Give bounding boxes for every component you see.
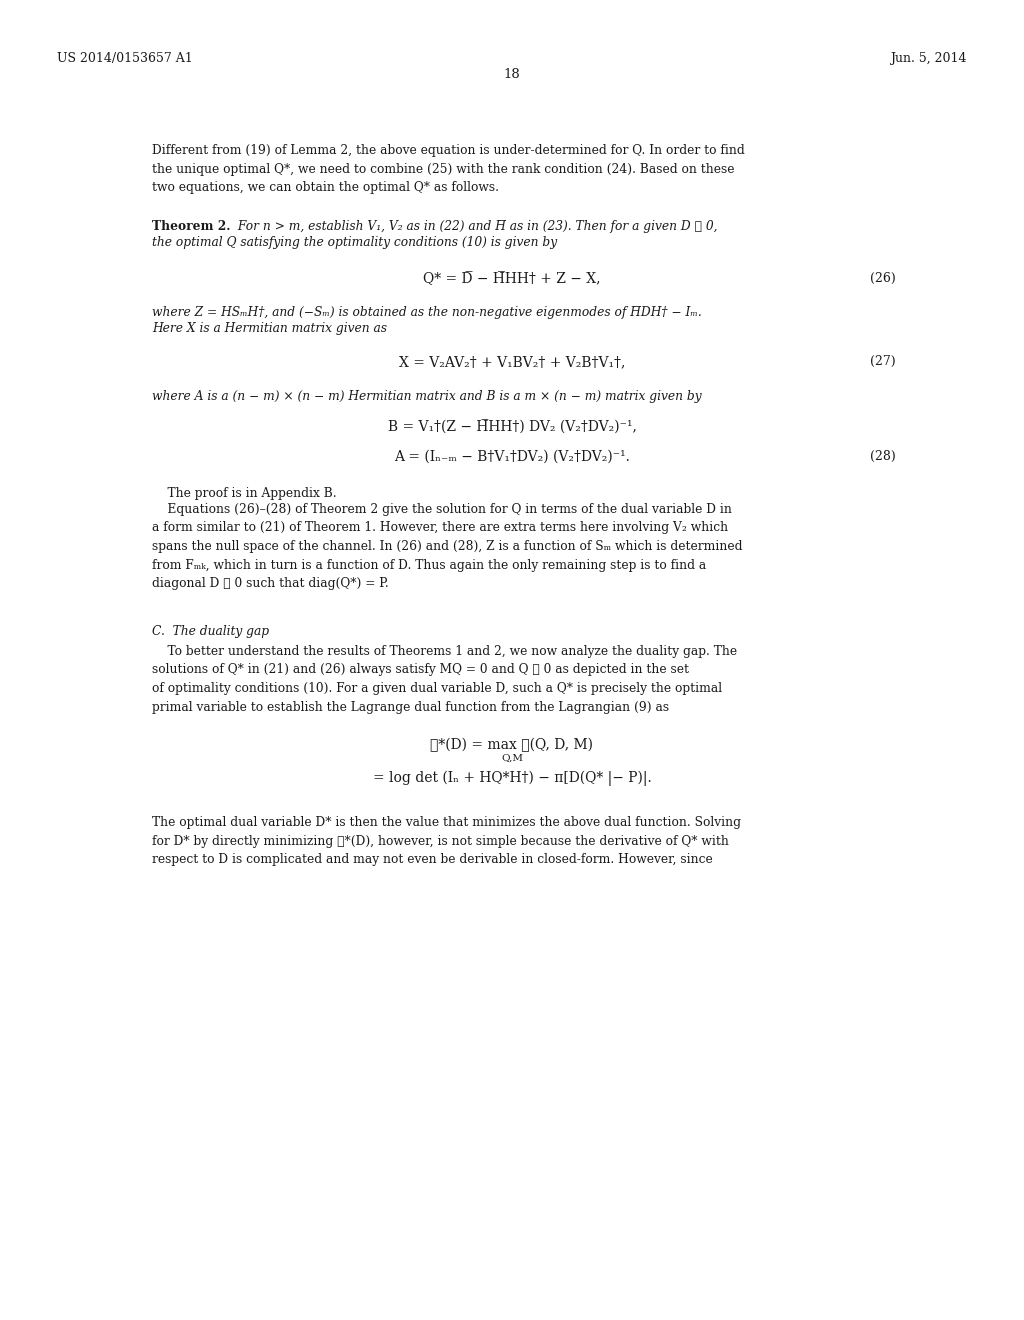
Text: Theorem 2.: Theorem 2. [152, 220, 230, 234]
Text: (26): (26) [870, 272, 896, 285]
Text: For n > m, establish V₁, V₂ as in (22) and H̅ as in (23). Then for a given D ≻ 0: For n > m, establish V₁, V₂ as in (22) a… [234, 220, 718, 234]
Text: ℒ*(D) = max ℒ(Q, D, M): ℒ*(D) = max ℒ(Q, D, M) [430, 738, 594, 752]
Text: A = (Iₙ₋ₘ − B†V₁†DV₂) (V₂†DV₂)⁻¹.: A = (Iₙ₋ₘ − B†V₁†DV₂) (V₂†DV₂)⁻¹. [394, 450, 630, 465]
Text: Different from (19) of Lemma 2, the above equation is under-determined for Q. In: Different from (19) of Lemma 2, the abov… [152, 144, 744, 194]
Text: 18: 18 [504, 69, 520, 81]
Text: Q* = D̅ − H̅HH† + Z − X,: Q* = D̅ − H̅HH† + Z − X, [423, 272, 601, 286]
Text: Q,M: Q,M [501, 754, 523, 763]
Text: where A is a (n − m) × (n − m) Hermitian matrix and B is a m × (n − m) matrix gi: where A is a (n − m) × (n − m) Hermitian… [152, 389, 701, 403]
Text: the optimal Q satisfying the optimality conditions (10) is given by: the optimal Q satisfying the optimality … [152, 236, 557, 249]
Text: The optimal dual variable D* is then the value that minimizes the above dual fun: The optimal dual variable D* is then the… [152, 816, 741, 866]
Text: (28): (28) [870, 450, 896, 463]
Text: The proof is in Appendix B.: The proof is in Appendix B. [152, 487, 337, 500]
Text: = log det (Iₙ + HQ*H†) − π[D(Q* |− P)|.: = log det (Iₙ + HQ*H†) − π[D(Q* |− P)|. [373, 771, 651, 787]
Text: Here X is a Hermitian matrix given as: Here X is a Hermitian matrix given as [152, 322, 387, 335]
Text: X = V₂AV₂† + V₁BV₂† + V₂B†V₁†,: X = V₂AV₂† + V₁BV₂† + V₂B†V₁†, [398, 355, 626, 370]
Text: Jun. 5, 2014: Jun. 5, 2014 [891, 51, 967, 65]
Text: where Z = HSₘH†, and (−Sₘ) is obtained as the non-negative eigenmodes of H̅DH† −: where Z = HSₘH†, and (−Sₘ) is obtained a… [152, 306, 701, 319]
Text: (27): (27) [870, 355, 896, 368]
Text: US 2014/0153657 A1: US 2014/0153657 A1 [57, 51, 193, 65]
Text: C.  The duality gap: C. The duality gap [152, 624, 269, 638]
Text: B = V₁†(Z − H̅HH†) DV₂ (V₂†DV₂)⁻¹,: B = V₁†(Z − H̅HH†) DV₂ (V₂†DV₂)⁻¹, [387, 420, 637, 434]
Text: To better understand the results of Theorems 1 and 2, we now analyze the duality: To better understand the results of Theo… [152, 645, 737, 714]
Text: Equations (26)–(28) of Theorem 2 give the solution for Q in terms of the dual va: Equations (26)–(28) of Theorem 2 give th… [152, 503, 742, 590]
